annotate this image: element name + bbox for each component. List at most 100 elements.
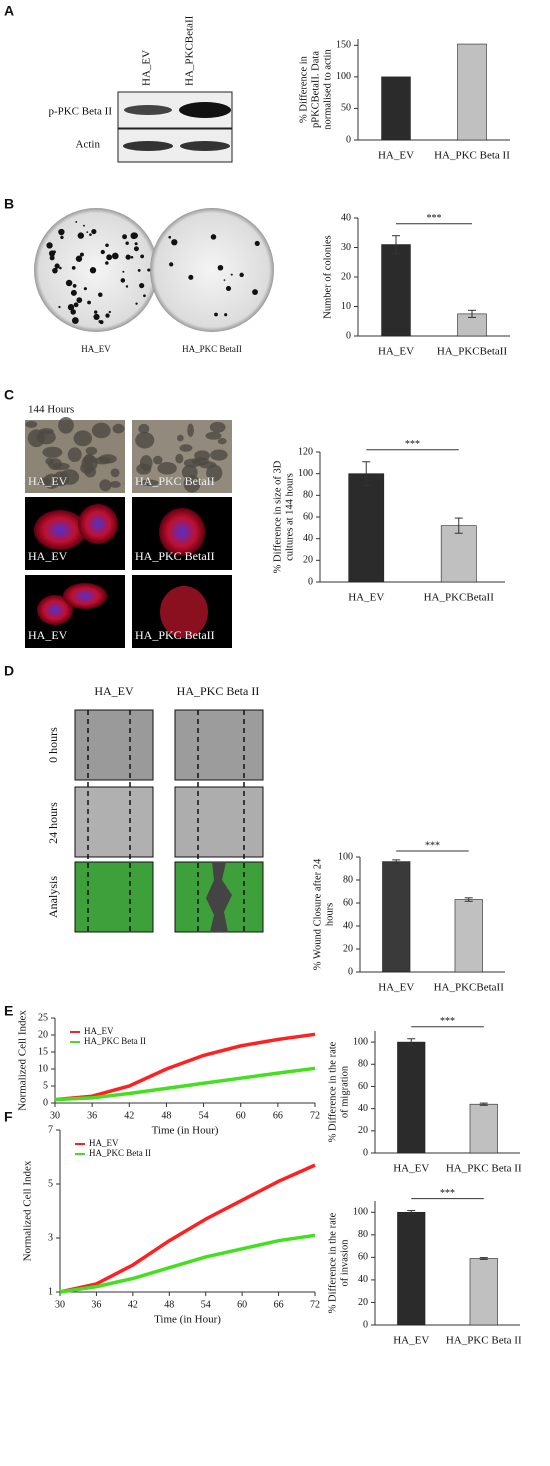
y-tick-label: 10	[38, 1063, 48, 1074]
image-label: HA_PKC BetaII	[135, 474, 215, 488]
colony	[98, 320, 102, 323]
y-tick-label: 100	[298, 468, 313, 479]
error-bar	[479, 1102, 488, 1106]
legend-label: HA_EV	[84, 1026, 114, 1036]
colony	[130, 255, 134, 259]
panel-label: C	[4, 387, 14, 403]
spheroid	[210, 449, 228, 461]
x-tick-label: HA_PKCBetaII	[424, 592, 495, 604]
x-axis-label: Time (in Hour)	[152, 1125, 219, 1137]
y-tick-label: 20	[341, 271, 351, 282]
y-axis-label: % Difference in	[298, 55, 309, 123]
bar	[381, 76, 411, 141]
spheroid	[25, 420, 38, 428]
x-tick-label: 66	[273, 1110, 283, 1121]
colony	[100, 249, 105, 255]
y-tick-label: 120	[298, 446, 313, 457]
y-tick-label: 20	[358, 1125, 368, 1136]
colony	[83, 287, 87, 291]
panel-label: B	[4, 196, 14, 212]
spheroid	[109, 480, 121, 488]
y-tick-label: 0	[346, 134, 351, 145]
spheroid	[39, 428, 54, 435]
x-tick-label: HA_PKCBetaII	[437, 346, 508, 358]
blot	[117, 91, 233, 163]
wound-column-label: HA_PKC Beta II	[177, 684, 260, 698]
colony	[67, 304, 75, 311]
x-axis-label: Time (in Hour)	[154, 1314, 221, 1326]
y-tick-label: 40	[358, 1274, 368, 1285]
colony	[105, 313, 110, 318]
blot-column-label: HA_PKCBetaII	[184, 15, 196, 86]
colony	[71, 317, 79, 324]
spheroid	[94, 456, 111, 465]
y-tick-label: 50	[341, 103, 351, 114]
spheroid	[205, 431, 222, 440]
x-tick-label: HA_EV	[393, 1335, 429, 1347]
spheroid	[191, 457, 210, 466]
y-tick-label: 40	[303, 533, 313, 544]
error-bar	[468, 309, 476, 318]
x-tick-label: HA_PKC Beta II	[446, 1163, 522, 1175]
colony	[252, 289, 258, 295]
spheroid	[99, 479, 112, 492]
bar	[348, 473, 385, 583]
significance-label: ***	[440, 1016, 455, 1027]
y-tick-label: 60	[343, 897, 353, 908]
significance-label: ***	[440, 1188, 455, 1199]
spheroid	[183, 475, 201, 493]
x-tick-label: 48	[164, 1299, 174, 1310]
spheroid	[187, 423, 194, 437]
y-tick-label: 100	[336, 71, 351, 82]
y-tick-label: 40	[358, 1103, 368, 1114]
legend-label: HA_EV	[89, 1138, 119, 1148]
colony	[70, 289, 77, 296]
colony	[143, 294, 146, 298]
y-tick-label: 0	[308, 576, 313, 587]
y-tick-label: 60	[358, 1252, 368, 1263]
x-tick-label: 42	[128, 1299, 138, 1310]
y-tick-label: 20	[358, 1297, 368, 1308]
x-tick-label: HA_EV	[378, 150, 414, 162]
spheroid	[176, 434, 184, 442]
y-tick-label: 80	[358, 1229, 368, 1240]
bar	[397, 1211, 426, 1326]
y-tick-label: 10	[341, 301, 351, 312]
colony	[133, 246, 139, 252]
y-axis-label: Normalized Cell Index	[17, 1010, 29, 1111]
panel-label: F	[4, 1109, 13, 1125]
image-label: HA_PKC BetaII	[135, 549, 215, 563]
spheroid	[139, 479, 159, 487]
colony	[86, 231, 89, 234]
spheroid	[138, 423, 150, 434]
error-bar	[479, 1257, 488, 1260]
colony	[171, 239, 178, 246]
blot-column-label: HA_EV	[141, 50, 153, 86]
colony	[130, 232, 138, 240]
x-tick-label: 30	[55, 1299, 65, 1310]
y-axis-label: of invasion	[339, 1239, 350, 1287]
y-tick-label: 0	[348, 966, 353, 977]
y-tick-label: 150	[336, 40, 351, 51]
x-tick-label: HA_EV	[393, 1163, 429, 1175]
bar	[381, 244, 411, 337]
colony	[139, 282, 145, 289]
colony	[217, 264, 224, 271]
plate-label: HA_EV	[81, 344, 111, 354]
colony	[89, 233, 92, 236]
spheroid	[209, 421, 226, 433]
colony	[122, 270, 125, 273]
x-tick-label: 54	[201, 1299, 211, 1310]
colony	[71, 266, 76, 270]
image-label: HA_PKC BetaII	[135, 628, 215, 642]
colony	[125, 241, 129, 245]
colony	[93, 310, 98, 314]
x-tick-label: HA_EV	[378, 346, 414, 358]
y-tick-label: 1	[48, 1286, 53, 1297]
y-tick-label: 60	[303, 511, 313, 522]
colony	[75, 255, 83, 262]
bar	[440, 525, 477, 583]
bar	[382, 861, 411, 973]
colony	[254, 240, 260, 246]
y-tick-label: 100	[353, 1207, 368, 1218]
